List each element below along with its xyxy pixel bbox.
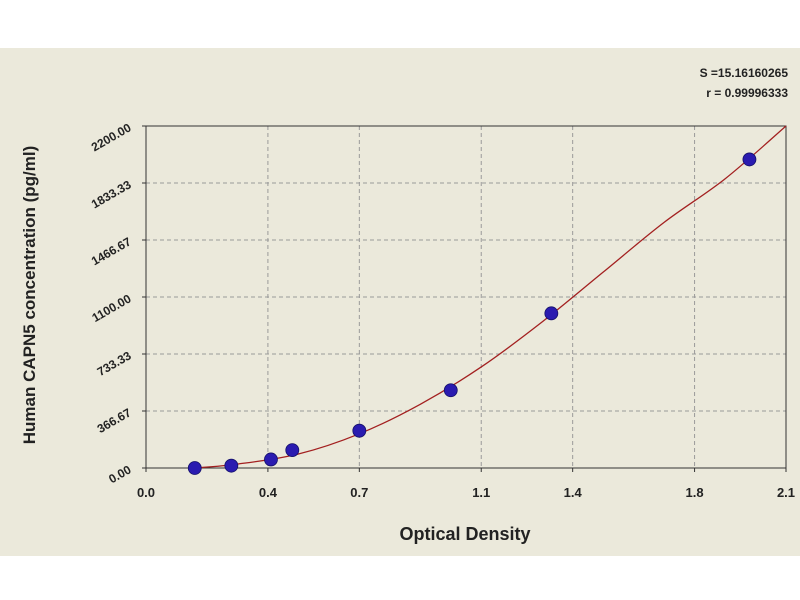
y-tick-label: 2200.00 [89,120,134,154]
plot-area [145,125,787,469]
data-point [742,152,757,167]
y-axis-label: Human CAPN5 concentration (pg/ml) [20,145,39,445]
x-tick-label: 2.1 [777,485,795,500]
x-tick-label: 0.0 [137,485,155,500]
x-tick-label: 0.7 [350,485,368,500]
data-point [264,452,278,467]
x-tick-label: 1.8 [686,485,704,500]
data-point [224,458,239,473]
y-tick-label: 1833.33 [89,177,134,211]
x-tick-label: 0.4 [259,485,278,500]
y-tick-label: 733.33 [95,348,134,379]
y-tick-label: 1100.00 [90,291,134,325]
x-tick-label: 1.4 [564,485,583,500]
data-point [544,306,559,321]
x-axis-label: Optical Density [399,524,531,544]
r-value: r = 0.99996333 [706,86,788,100]
data-point [285,443,300,458]
data-point [352,423,367,438]
data-point [443,383,458,398]
y-tick-label: 1466.67 [89,234,134,268]
y-tick-label: 0.00 [106,462,134,486]
chart-panel [0,48,800,556]
y-tick-label: 366.67 [95,405,134,436]
data-point [187,461,202,475]
s-value: S =15.16160265 [699,66,788,80]
x-tick-label: 1.1 [472,485,490,500]
